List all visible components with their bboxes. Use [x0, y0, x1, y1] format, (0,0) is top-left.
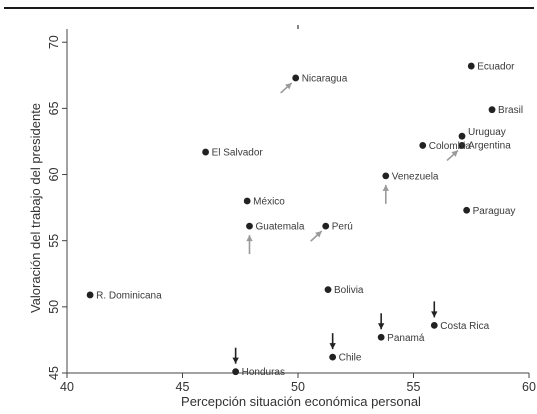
point-r-dominicana — [86, 291, 94, 299]
plot-area — [67, 29, 529, 373]
y-tick-label-2: 55 — [47, 234, 61, 248]
point-label-guatemala: Guatemala — [255, 222, 304, 233]
arrow-guatemala-head — [246, 235, 253, 242]
point-panam- — [377, 333, 385, 341]
data-points: EcuadorNicaraguaBrasilUruguayArgentinaCo… — [86, 62, 523, 378]
x-tick-label-1: 45 — [176, 380, 190, 394]
x-tick-label-2: 50 — [291, 380, 305, 394]
arrow-chile-head — [329, 343, 336, 350]
point-guatemala — [246, 222, 253, 230]
y-tick-label-0: 45 — [47, 366, 61, 380]
y-tick-label-4: 65 — [47, 101, 61, 115]
arrow-costa-rica-head — [431, 311, 438, 318]
arrow-per--head — [315, 231, 322, 238]
arrow-nicaragua-head — [285, 82, 292, 90]
point-per- — [322, 222, 330, 230]
y-axis-title: Valoración del trabajo del presidente — [28, 103, 43, 313]
point-label-uruguay: Uruguay — [468, 127, 506, 138]
point-paraguay — [463, 206, 471, 214]
arrow-argentina-head — [451, 150, 459, 157]
plot-frame — [66, 29, 529, 374]
point-label-m-xico: México — [253, 197, 285, 208]
point-m-xico — [243, 197, 251, 205]
point-label-paraguay: Paraguay — [473, 206, 516, 217]
point-label-chile: Chile — [339, 353, 362, 364]
point-colombia — [419, 142, 427, 149]
point-label-venezuela: Venezuela — [392, 171, 439, 182]
change-arrows — [232, 82, 459, 364]
top-rule — [4, 7, 534, 9]
point-uruguay — [458, 132, 466, 140]
point-venezuela — [382, 172, 390, 180]
point-label-r-dominicana: R. Dominicana — [96, 290, 162, 301]
point-chile — [329, 353, 337, 361]
point-label-el-salvador: El Salvador — [212, 148, 264, 159]
x-tick-label-3: 55 — [407, 380, 421, 394]
point-label-brasil: Brasil — [498, 105, 523, 116]
y-tick-label-1: 50 — [47, 300, 61, 314]
point-bolivia — [324, 286, 332, 294]
point-label-costa-rica: Costa Rica — [440, 321, 489, 332]
x-tick-label-4: 60 — [522, 380, 536, 394]
point-honduras — [232, 368, 240, 376]
y-tick-label-3: 60 — [47, 168, 61, 182]
point-label-honduras: Honduras — [242, 367, 285, 378]
arrow-honduras-head — [232, 357, 239, 364]
point-brasil — [488, 106, 496, 114]
point-costa-rica — [430, 321, 438, 329]
point-label-nicaragua: Nicaragua — [302, 73, 348, 84]
point-label-panam-: Panamá — [387, 333, 425, 344]
point-ecuador — [467, 62, 475, 70]
point-label-ecuador: Ecuador — [477, 62, 515, 73]
x-axis-title: Percepción situación económica personal — [181, 394, 421, 409]
arrow-venezuela-head — [382, 184, 389, 191]
point-label-bolivia: Bolivia — [334, 285, 364, 296]
x-tick-label-0: 40 — [60, 380, 74, 394]
point-argentina — [458, 142, 466, 149]
point-label-argentina: Argentina — [468, 140, 511, 151]
point-label-per-: Perú — [332, 222, 353, 233]
point-el-salvador — [202, 148, 210, 156]
y-tick-label-5: 70 — [47, 35, 61, 49]
point-label-colombia: Colombia — [429, 141, 472, 152]
point-nicaragua — [292, 74, 300, 82]
arrow-panam--head — [377, 323, 385, 330]
